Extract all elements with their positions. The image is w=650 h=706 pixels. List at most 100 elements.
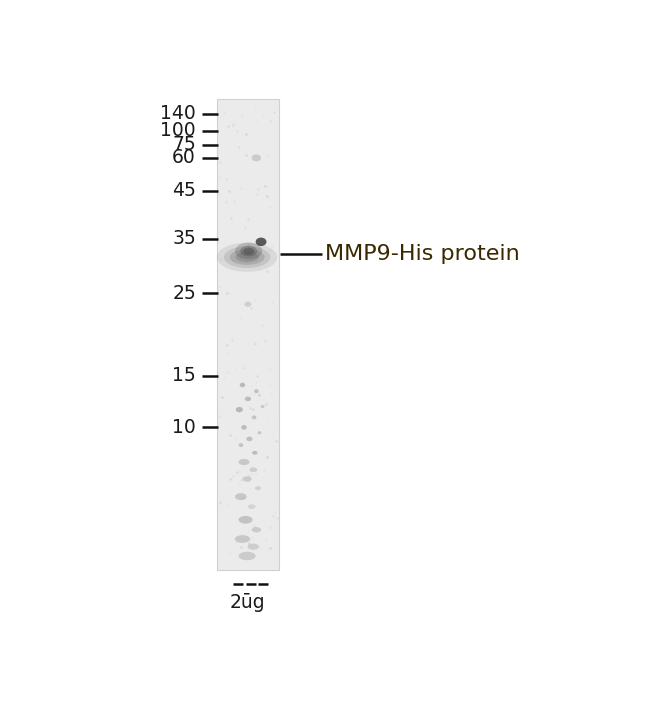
- Point: [214, 189, 224, 200]
- Point: [215, 253, 226, 265]
- Point: [234, 479, 244, 490]
- Ellipse shape: [235, 493, 247, 500]
- Point: [250, 338, 260, 349]
- Point: [251, 469, 261, 480]
- Point: [263, 411, 274, 422]
- Text: 15: 15: [172, 366, 196, 385]
- Text: 140: 140: [160, 104, 196, 124]
- Point: [246, 380, 256, 391]
- Point: [235, 466, 246, 477]
- Text: 75: 75: [172, 136, 196, 155]
- Bar: [217, 99, 279, 570]
- Point: [214, 497, 225, 508]
- Point: [215, 157, 226, 168]
- Point: [261, 398, 271, 409]
- Point: [270, 214, 281, 225]
- Ellipse shape: [239, 459, 250, 465]
- Point: [268, 510, 279, 522]
- Point: [214, 172, 224, 183]
- Ellipse shape: [252, 451, 257, 455]
- Point: [244, 537, 254, 549]
- Ellipse shape: [261, 405, 265, 408]
- Ellipse shape: [246, 436, 252, 441]
- Point: [224, 186, 234, 197]
- Ellipse shape: [240, 246, 257, 256]
- Ellipse shape: [255, 237, 266, 246]
- Point: [226, 335, 237, 346]
- Point: [251, 115, 261, 126]
- Point: [224, 429, 235, 441]
- Point: [252, 371, 263, 382]
- Point: [262, 191, 272, 202]
- Point: [222, 499, 233, 510]
- Point: [235, 251, 246, 263]
- Point: [257, 319, 267, 330]
- Point: [226, 441, 237, 453]
- Ellipse shape: [248, 544, 259, 550]
- Point: [240, 128, 251, 140]
- Point: [257, 242, 268, 253]
- Point: [252, 189, 263, 200]
- Point: [219, 106, 229, 117]
- Point: [261, 534, 272, 546]
- Point: [250, 337, 261, 349]
- Point: [268, 402, 278, 413]
- Point: [244, 393, 254, 404]
- Point: [226, 212, 237, 223]
- Ellipse shape: [224, 246, 270, 268]
- Text: 60: 60: [172, 148, 196, 167]
- Ellipse shape: [248, 504, 255, 509]
- Text: 2ūg: 2ūg: [230, 592, 266, 611]
- Point: [246, 388, 256, 399]
- Ellipse shape: [241, 425, 247, 430]
- Point: [220, 453, 231, 464]
- Point: [235, 474, 246, 486]
- Point: [248, 403, 259, 414]
- Ellipse shape: [244, 301, 252, 307]
- Text: MMP9-His protein: MMP9-His protein: [326, 244, 520, 264]
- Point: [213, 282, 224, 293]
- Ellipse shape: [252, 415, 256, 419]
- Point: [227, 120, 238, 131]
- Ellipse shape: [243, 248, 254, 254]
- Ellipse shape: [229, 249, 265, 265]
- Point: [225, 547, 235, 558]
- Point: [235, 542, 246, 553]
- Point: [224, 473, 235, 484]
- Point: [231, 359, 241, 371]
- Ellipse shape: [239, 443, 243, 447]
- Point: [216, 504, 226, 515]
- Text: 25: 25: [172, 284, 196, 303]
- Ellipse shape: [239, 516, 252, 524]
- Point: [249, 520, 259, 532]
- Point: [246, 303, 256, 314]
- Point: [237, 493, 248, 504]
- Point: [272, 551, 282, 563]
- Text: 10: 10: [172, 418, 196, 437]
- Point: [232, 126, 242, 137]
- Point: [265, 363, 276, 374]
- Ellipse shape: [245, 397, 251, 401]
- Point: [228, 254, 239, 265]
- Point: [261, 265, 272, 277]
- Point: [233, 141, 244, 152]
- Point: [271, 435, 281, 446]
- Point: [250, 103, 261, 114]
- Point: [227, 470, 238, 481]
- Point: [218, 373, 229, 384]
- Point: [229, 363, 240, 374]
- Point: [266, 388, 276, 400]
- Point: [214, 410, 224, 421]
- Ellipse shape: [254, 389, 259, 393]
- Point: [236, 182, 246, 193]
- Point: [272, 513, 282, 524]
- Point: [265, 202, 275, 213]
- Point: [244, 525, 254, 536]
- Point: [270, 506, 281, 517]
- Point: [257, 109, 268, 121]
- Point: [267, 296, 278, 307]
- Point: [250, 294, 260, 306]
- Ellipse shape: [255, 486, 261, 490]
- Point: [265, 244, 275, 256]
- Ellipse shape: [235, 535, 250, 543]
